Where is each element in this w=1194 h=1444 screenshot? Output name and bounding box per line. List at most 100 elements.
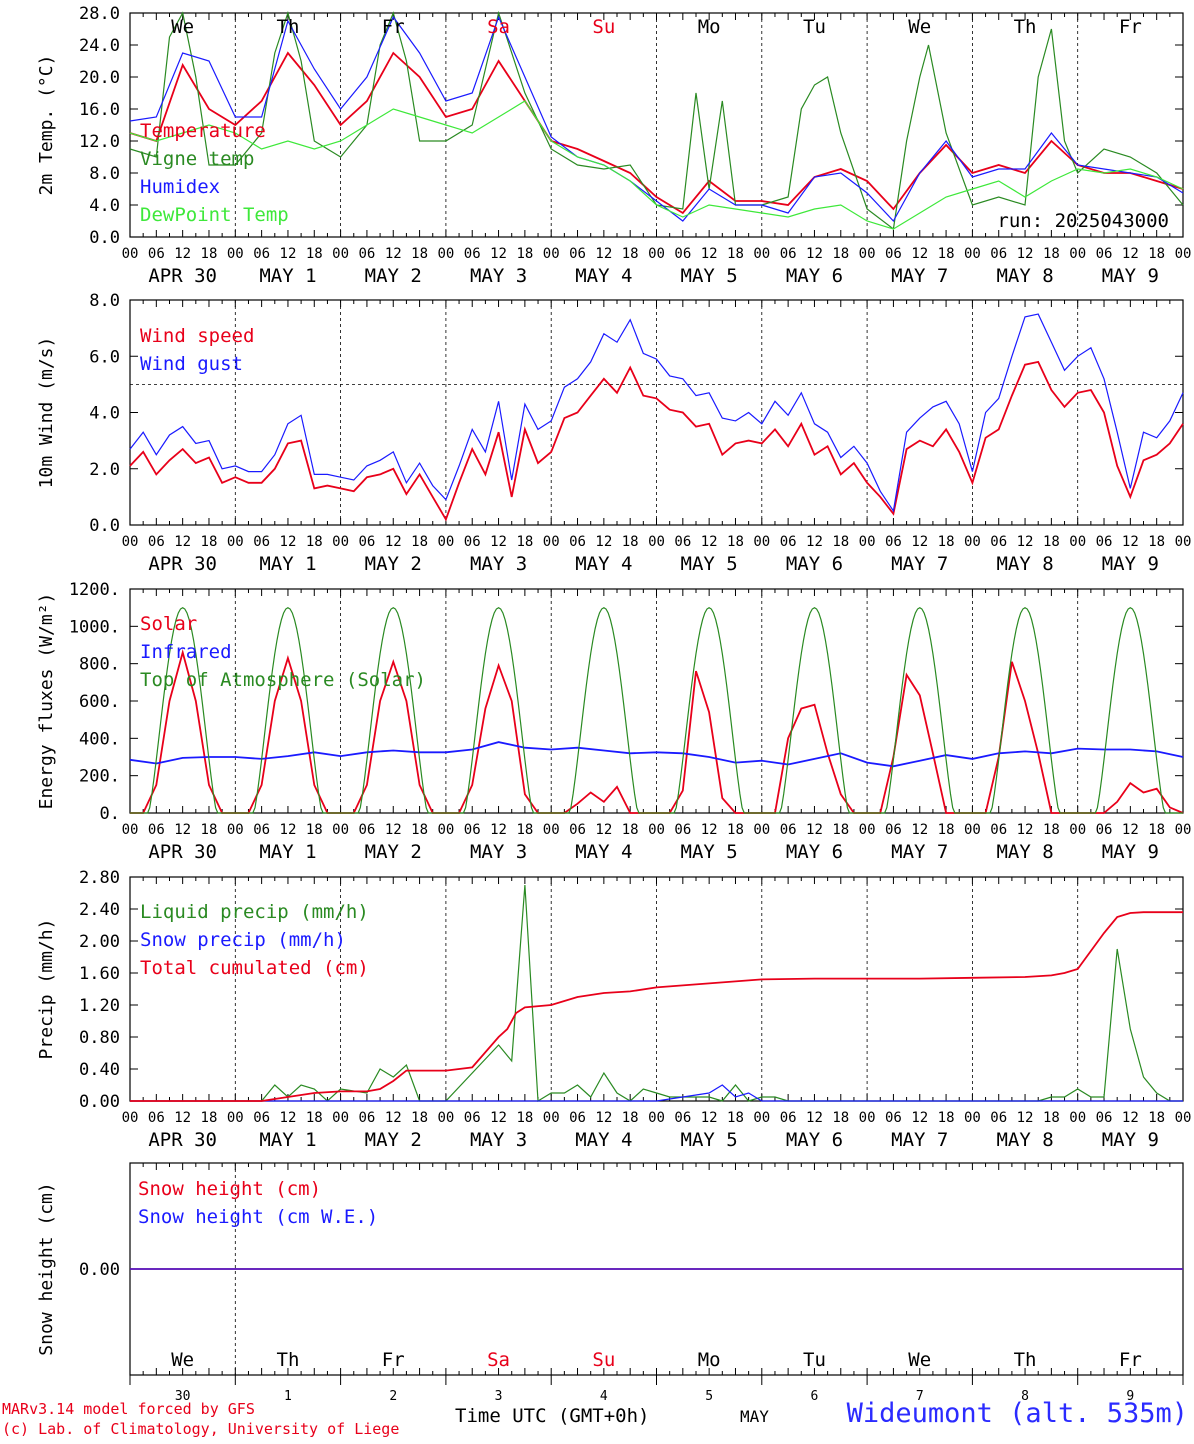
legend-entry: DewPoint Temp xyxy=(140,204,289,226)
hour-label: 12 xyxy=(1122,534,1139,550)
hour-label: 00 xyxy=(859,822,876,838)
hour-label: 18 xyxy=(727,822,744,838)
weekday-label: Su xyxy=(592,16,615,38)
hour-label: 00 xyxy=(1069,822,1086,838)
legend-entry: Wind gust xyxy=(140,353,243,375)
hour-label: 18 xyxy=(516,246,533,262)
date-label: MAY 3 xyxy=(470,1129,527,1151)
weekday-label: We xyxy=(171,1349,194,1371)
hour-label: 18 xyxy=(622,534,639,550)
hour-label: 00 xyxy=(437,246,454,262)
hour-label: 12 xyxy=(595,246,612,262)
hour-label: 06 xyxy=(464,822,481,838)
hour-label: 18 xyxy=(1043,246,1060,262)
hour-label: 18 xyxy=(938,1110,955,1126)
hour-label: 06 xyxy=(148,822,165,838)
legend-entry: Solar xyxy=(140,613,197,635)
hour-label: 18 xyxy=(832,246,849,262)
hour-label: 12 xyxy=(385,246,402,262)
hour-label: 18 xyxy=(1148,534,1165,550)
hour-label: 06 xyxy=(569,1110,586,1126)
hour-label: 06 xyxy=(148,534,165,550)
y-tick-label: 1.60 xyxy=(79,964,120,984)
hour-label: 00 xyxy=(122,1110,139,1126)
hour-label: 06 xyxy=(358,246,375,262)
date-label: MAY 7 xyxy=(891,1129,948,1151)
date-label: APR 30 xyxy=(148,1129,217,1151)
hour-label: 06 xyxy=(358,822,375,838)
hour-label: 00 xyxy=(437,1110,454,1126)
y-axis-label: 10m Wind (m/s) xyxy=(36,337,57,489)
hour-label: 18 xyxy=(832,1110,849,1126)
hour-label: 06 xyxy=(358,1110,375,1126)
hour-label: 18 xyxy=(622,1110,639,1126)
date-label: MAY 6 xyxy=(786,1129,843,1151)
y-axis-label: Precip (mm/h) xyxy=(36,919,57,1060)
hour-label: 06 xyxy=(253,822,270,838)
hour-label: 12 xyxy=(385,534,402,550)
hour-label: 00 xyxy=(1175,1110,1192,1126)
hour-label: 00 xyxy=(859,246,876,262)
hour-label: 18 xyxy=(1043,534,1060,550)
hour-label: 00 xyxy=(1069,1110,1086,1126)
hour-label: 06 xyxy=(885,1110,902,1126)
series-dewpoint-temp xyxy=(129,100,1184,230)
panel-5: 0.00 Snow height (cm) Snow height (cm) Snow… xyxy=(36,1162,1184,1404)
date-label: MAY 1 xyxy=(259,553,316,575)
hour-label: 12 xyxy=(701,1110,718,1126)
hour-label: 12 xyxy=(1122,246,1139,262)
hour-label: 18 xyxy=(201,822,218,838)
hour-label: 00 xyxy=(964,822,981,838)
hour-label: 06 xyxy=(990,822,1007,838)
date-label: APR 30 xyxy=(148,265,217,287)
hour-label: 18 xyxy=(411,246,428,262)
hour-label: 12 xyxy=(1017,534,1034,550)
hour-label: 00 xyxy=(1175,534,1192,550)
hour-label: 18 xyxy=(1148,1110,1165,1126)
hour-label: 18 xyxy=(1148,246,1165,262)
hour-label: 18 xyxy=(938,822,955,838)
hour-label: 00 xyxy=(227,534,244,550)
y-tick-label: 28.0 xyxy=(79,4,120,24)
y-tick-label: 0.40 xyxy=(79,1060,120,1080)
date-label: MAY 4 xyxy=(575,841,632,863)
hour-label: 00 xyxy=(753,246,770,262)
hour-label: 00 xyxy=(122,534,139,550)
y-tick-label: 8.0 xyxy=(89,291,120,311)
series-wind-speed xyxy=(129,360,1184,522)
day-number: 4 xyxy=(600,1389,608,1404)
hour-label: 00 xyxy=(543,822,560,838)
hour-label: 12 xyxy=(490,822,507,838)
weekday-label: We xyxy=(171,16,194,38)
hour-label: 12 xyxy=(490,1110,507,1126)
hour-label: 06 xyxy=(569,534,586,550)
y-tick-label: 24.0 xyxy=(79,36,120,56)
hour-label: 00 xyxy=(332,822,349,838)
hour-label: 00 xyxy=(122,822,139,838)
legend-entry: Infrared xyxy=(140,641,232,663)
run-label: run: 2025043000 xyxy=(997,210,1169,232)
hour-label: 06 xyxy=(464,1110,481,1126)
y-axis-label: Energy fluxes (W/m²) xyxy=(36,593,57,810)
credit-model: MARv3.14 model forced by GFS xyxy=(2,1400,255,1418)
series-liquid-precip-mm-h- xyxy=(130,884,1183,1103)
plot-frame xyxy=(129,299,1184,526)
hour-label: 18 xyxy=(411,822,428,838)
y-tick-label: 8.0 xyxy=(89,164,120,184)
date-label: MAY 9 xyxy=(1102,1129,1159,1151)
day-number: 7 xyxy=(916,1389,924,1404)
hour-label: 12 xyxy=(911,1110,928,1126)
date-label: MAY 7 xyxy=(891,841,948,863)
hour-label: 00 xyxy=(648,1110,665,1126)
day-number: 30 xyxy=(175,1389,191,1404)
hour-label: 12 xyxy=(1017,822,1034,838)
hour-label: 18 xyxy=(306,534,323,550)
hour-label: 18 xyxy=(622,822,639,838)
hour-label: 06 xyxy=(674,1110,691,1126)
hour-label: 06 xyxy=(253,534,270,550)
panel-3: 0. 200. 400. 600. 800. 1000. 1200. Energy fluxe… xyxy=(36,580,1191,863)
hour-label: 06 xyxy=(464,246,481,262)
hour-label: 06 xyxy=(1096,1110,1113,1126)
hour-label: 00 xyxy=(1069,246,1086,262)
